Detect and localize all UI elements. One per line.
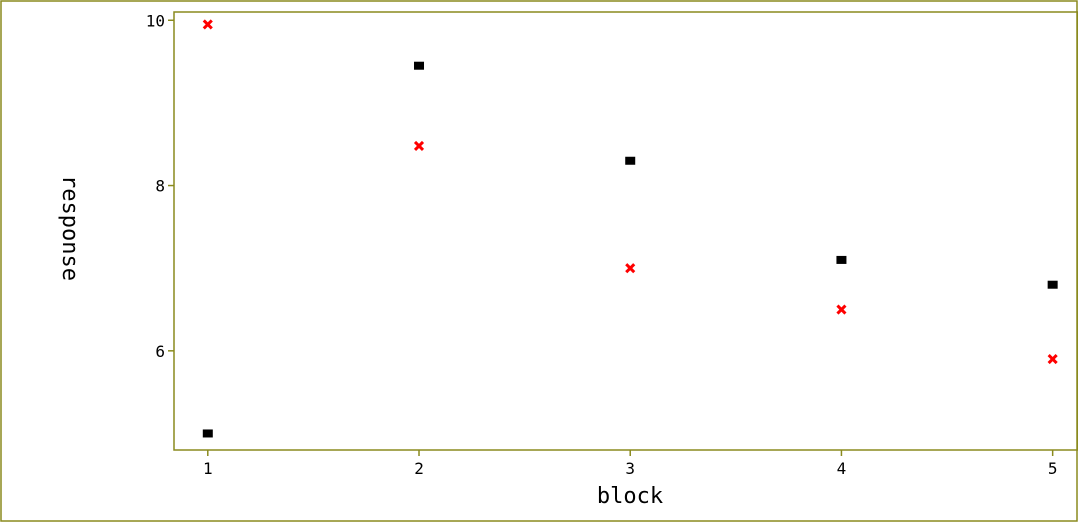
x-marker-point [625,263,636,274]
x-tick-label: 1 [203,459,213,478]
x-marker-point [836,304,847,315]
x-tick-label: 3 [625,459,635,478]
square-point [202,429,213,438]
x-axis-ticks: 1 2 3 4 5 [203,450,1058,478]
x-marker-point [413,140,425,151]
y-tick-label: 8 [155,177,165,196]
x-tick-label: 2 [414,459,424,478]
x-marker-point [202,19,213,30]
square-point [836,255,847,264]
plot-frame [173,11,1078,451]
y-axis-ticks: 6 8 10 [146,11,174,361]
x-tick-label: 5 [1048,459,1058,478]
y-tick-label: 6 [155,342,165,361]
y-axis-title: response [57,175,82,281]
square-point [1047,280,1058,289]
data-points [202,19,1058,438]
square-point [625,156,636,165]
x-axis-title: block [597,484,663,509]
x-marker-point [1047,354,1058,365]
x-tick-label: 4 [837,459,847,478]
square-point [414,61,425,70]
y-tick-label: 10 [146,11,165,30]
